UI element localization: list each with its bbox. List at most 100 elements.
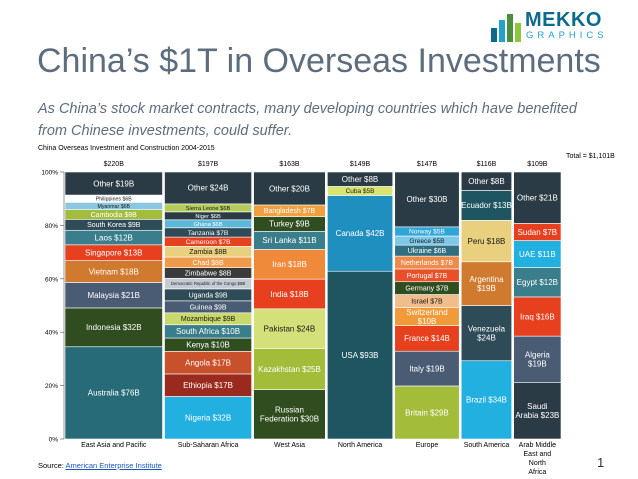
column-total-label: $147B	[417, 161, 438, 168]
segment-label: France $14B	[404, 334, 450, 343]
segment-label: Cuba $5B	[346, 188, 375, 195]
segment-label: Sierra Leone $6B	[186, 206, 231, 212]
y-tick-label: 0%	[49, 437, 59, 444]
segment-label: Philippines $6B	[96, 197, 133, 203]
segment-label: South Africa $10B	[176, 327, 240, 336]
segment-label: South Korea $9B	[87, 222, 141, 229]
segment-label: Argentina	[469, 275, 504, 284]
segment-label: Myanmar $6B	[97, 204, 130, 210]
segment-label: Mozambique $9B	[181, 316, 236, 323]
segment-label: Ethiopia $17B	[183, 381, 233, 390]
mekko-segment	[64, 171, 163, 196]
segment-label: Brazil $34B	[466, 396, 507, 405]
segment-label: Other $30B	[407, 195, 448, 204]
segment-label: Sri Lanka $11B	[262, 236, 316, 245]
segment-label: Cameroon $7B	[186, 239, 232, 246]
segment-label: Venezuela	[468, 324, 506, 333]
mekko-segment	[513, 240, 562, 268]
mekko-segment	[64, 282, 163, 309]
segment-label: Australia $76B	[88, 389, 140, 398]
segment-label: $10B	[418, 317, 437, 326]
mekko-segment	[253, 278, 326, 310]
segment-label: Laos $12B	[95, 233, 133, 242]
segment-label: Other $24B	[188, 184, 229, 193]
mekko-segment	[394, 325, 460, 352]
segment-label: $19B	[477, 284, 496, 293]
segment-label: Arabia $23B	[515, 411, 559, 420]
category-label: North America	[338, 442, 382, 449]
segment-label: Cambodia $8B	[91, 212, 138, 219]
segment-label: Israel $7B	[411, 298, 443, 305]
segment-label: Tanzania $7B	[188, 230, 229, 237]
segment-label: Other $19B	[93, 179, 134, 188]
category-label: Sub-Saharan Africa	[178, 442, 239, 449]
segment-label: Russian	[275, 406, 304, 415]
mekko-segment	[253, 389, 326, 440]
column-total-label: $149B	[350, 161, 371, 168]
mekko-segment	[253, 308, 326, 349]
segment-label: Other $20B	[269, 184, 310, 193]
segment-label: India $18B	[270, 290, 308, 299]
logo-wordmark: MEKKO	[525, 9, 602, 31]
mekko-segment	[253, 348, 326, 390]
segment-label: Greece $5B	[409, 238, 445, 245]
segment-label: Britain $29B	[405, 408, 449, 417]
segment-label: Indonesia $32B	[86, 323, 142, 332]
category-label: East Asia and Pacific	[81, 442, 147, 449]
source-link[interactable]: American Enterprise Institute	[65, 461, 162, 470]
category-label: South America	[464, 442, 510, 449]
mekko-segment	[513, 382, 562, 440]
segment-label: Zimbabwe $8B	[185, 270, 232, 277]
chart-title: China Overseas Investment and Constructi…	[38, 145, 215, 152]
chart-total-label: Total = $1,101B	[566, 153, 615, 160]
y-tick-label: 100%	[41, 170, 58, 177]
segment-label: Norway $5B	[409, 229, 445, 236]
segment-label: Chad $8B	[192, 260, 223, 267]
segment-label: Singapore $13B	[85, 249, 142, 258]
segment-label: $24B	[477, 333, 496, 342]
y-tick-label: 40%	[45, 330, 58, 337]
segment-label: Vietnam $18B	[89, 267, 139, 276]
column-total-label: $163B	[279, 161, 300, 168]
y-tick-label: 60%	[45, 276, 58, 283]
segment-label: Niger $6B	[195, 214, 221, 220]
page-subtitle: As China’s stock market contracts, many …	[38, 101, 577, 139]
segment-label: Switzerland	[406, 308, 447, 317]
segment-label: Other $21B	[517, 194, 558, 203]
category-label: Europe	[416, 442, 439, 449]
segment-label: Iraq $16B	[520, 312, 555, 321]
segment-label: Portugal $7B	[407, 273, 448, 280]
segment-label: Bangladesh $7B	[264, 208, 316, 215]
source-line: Source: American Enterprise Institute	[38, 461, 162, 470]
source-prefix: Source:	[38, 461, 66, 470]
segment-label: Zambia $8B	[189, 249, 227, 256]
mekko-segment	[64, 307, 163, 348]
mekko-segment	[513, 296, 562, 337]
segment-label: Other $8B	[468, 177, 504, 186]
segment-label: Ukraine $6B	[408, 248, 447, 255]
mekko-segment	[327, 270, 394, 440]
mekko-logo-icon	[491, 14, 521, 42]
segment-label: Turkey $9B	[269, 220, 310, 229]
segment-label: Iran $18B	[272, 260, 307, 269]
mekko-segment	[513, 335, 562, 383]
mekko-segment	[64, 346, 163, 440]
segment-label: Malaysia $21B	[88, 291, 140, 300]
segment-label: Guinea $9B	[190, 304, 227, 311]
segment-label: USA $93B	[342, 351, 379, 360]
mekko-segment	[253, 171, 326, 206]
page-title: China’s $1T in Overseas Investments	[37, 42, 601, 80]
segment-label: Egypt $12B	[517, 278, 558, 287]
category-label: North	[529, 460, 546, 467]
segment-label: Nigeria $32B	[185, 414, 231, 423]
column-total-label: $220B	[104, 161, 125, 168]
segment-label: $19B	[528, 360, 547, 369]
mekko-segment	[513, 171, 562, 224]
segment-label: Kazakhstan $25B	[258, 365, 321, 374]
segment-label: Peru $18B	[468, 237, 506, 246]
segment-label: Democratic Republic of the Congo $8B	[171, 281, 245, 286]
page-number: 1	[597, 455, 605, 470]
segment-label: Sudan $7B	[518, 228, 558, 237]
segment-label: Ghana $6B	[194, 222, 223, 228]
